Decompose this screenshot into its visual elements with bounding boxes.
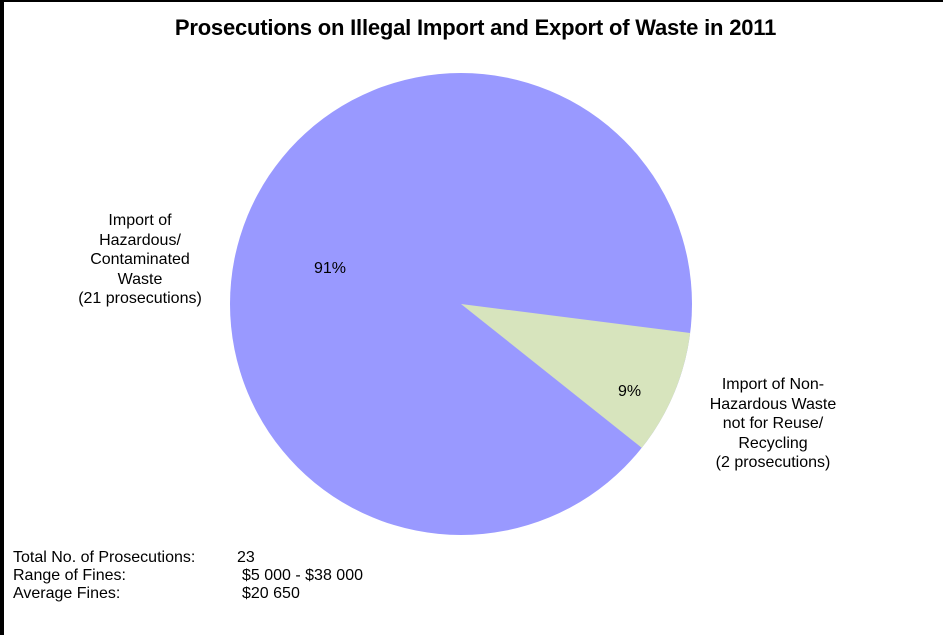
- stat-key: Total No. of Prosecutions:: [13, 549, 196, 566]
- stat-key: Range of Fines:: [13, 567, 126, 584]
- stat-key: Average Fines:: [13, 585, 121, 602]
- label-line: Hazardous Waste: [709, 395, 837, 413]
- label-line: not for Reuse/: [722, 415, 824, 432]
- stat-value: $20 650: [242, 585, 300, 602]
- label-line: Contaminated: [90, 251, 190, 268]
- data-label-hazardous: 91%: [314, 260, 347, 277]
- label-line: (21 prosecutions): [78, 290, 202, 307]
- pie-slice-non-hazardous: [461, 304, 691, 448]
- label-line: (2 prosecutions): [715, 454, 831, 471]
- chart-title: Prosecutions on Illegal Import and Expor…: [174, 15, 777, 40]
- category-label-non-hazardous: Import of Non- Hazardous Waste not for R…: [688, 375, 858, 473]
- label-line: Import of: [108, 212, 172, 229]
- summary-stats: Total No. of Prosecutions: 23 Range of F…: [13, 549, 363, 603]
- stat-range-of-fines: Range of Fines: $5 000 - $38 000: [13, 567, 363, 585]
- stat-total-prosecutions: Total No. of Prosecutions: 23: [13, 549, 363, 567]
- label-line: Waste: [117, 270, 163, 288]
- data-label-non-hazardous: 9%: [618, 383, 642, 400]
- label-line: Hazardous/: [99, 231, 181, 249]
- stat-average-fines: Average Fines: $20 650: [13, 585, 363, 603]
- label-line: Import of Non-: [721, 376, 825, 393]
- stat-value: 23: [237, 549, 255, 566]
- stat-value: $5 000 - $38 000: [242, 567, 363, 584]
- category-label-hazardous: Import of Hazardous/ Contaminated Waste …: [40, 211, 240, 309]
- label-line: Recycling: [738, 434, 808, 452]
